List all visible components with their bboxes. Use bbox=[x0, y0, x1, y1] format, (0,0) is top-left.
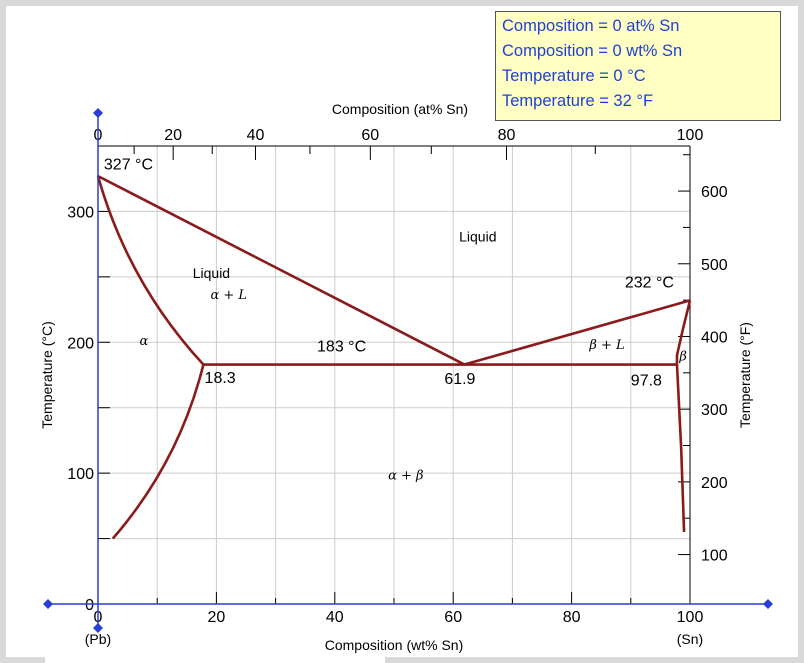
x-axis-title: Composition (wt% Sn) bbox=[325, 637, 464, 653]
y2-tick-label: 400 bbox=[701, 329, 728, 346]
region-label: 183 °C bbox=[317, 338, 366, 355]
y-tick-label: 300 bbox=[67, 204, 94, 221]
x2-tick-label: 80 bbox=[498, 127, 516, 144]
x2-axis-title: Composition (at% Sn) bbox=[332, 101, 468, 117]
region-label: α + L bbox=[210, 288, 247, 303]
y-tick-label: 100 bbox=[67, 466, 94, 483]
end-label-pb: (Pb) bbox=[85, 631, 111, 647]
region-label: β + L bbox=[588, 338, 624, 353]
x-tick-label: 40 bbox=[326, 609, 344, 626]
x-tick-label: 100 bbox=[677, 609, 704, 626]
readout-panel: Composition = 0 at% Sn Composition = 0 w… bbox=[495, 11, 781, 121]
x-tick-label: 80 bbox=[563, 609, 581, 626]
y-tick-label: 0 bbox=[85, 597, 94, 614]
phase-boundary-line bbox=[97, 174, 466, 366]
region-label: Liquid bbox=[193, 265, 230, 281]
readout-temperature-c: Temperature = 0 °C bbox=[502, 67, 646, 85]
readout-composition-wt: Composition = 0 wt% Sn bbox=[502, 42, 683, 60]
y2-tick-label: 200 bbox=[701, 475, 728, 492]
phase-boundary-line bbox=[96, 175, 205, 366]
region-label: 61.9 bbox=[444, 371, 475, 388]
region-label: 97.8 bbox=[631, 372, 662, 389]
x2-tick-label: 60 bbox=[361, 127, 379, 144]
y2-axis-title: Temperature (°F) bbox=[737, 322, 753, 428]
y2-tick-label: 600 bbox=[701, 184, 728, 201]
y-tick-label: 200 bbox=[67, 335, 94, 352]
y2-tick-label: 300 bbox=[701, 402, 728, 419]
region-label: 232 °C bbox=[625, 274, 674, 291]
cursor-handle[interactable] bbox=[93, 108, 103, 118]
y2-tick-label: 100 bbox=[701, 548, 728, 565]
x-tick-label: 60 bbox=[444, 609, 462, 626]
cursor-handle[interactable] bbox=[763, 599, 773, 609]
y2-tick-label: 500 bbox=[701, 257, 728, 274]
region-label: Liquid bbox=[459, 229, 496, 245]
region-label: α bbox=[139, 334, 148, 349]
readout-composition-at: Composition = 0 at% Sn bbox=[502, 17, 680, 35]
x2-tick-label: 40 bbox=[247, 127, 265, 144]
region-label: 327 °C bbox=[104, 157, 153, 174]
cursor-handle[interactable] bbox=[43, 599, 53, 609]
y-axis-title: Temperature (°C) bbox=[39, 321, 55, 429]
region-label: α + β bbox=[388, 469, 423, 484]
x-tick-label: 20 bbox=[208, 609, 226, 626]
cursor-handle[interactable] bbox=[93, 623, 103, 633]
x2-tick-label: 100 bbox=[677, 127, 704, 144]
bottom-strip bbox=[45, 656, 385, 663]
region-label: 18.3 bbox=[205, 370, 236, 387]
region-label: β bbox=[678, 350, 687, 365]
readout-temperature-f: Temperature = 32 °F bbox=[502, 92, 654, 110]
phase-boundary-line bbox=[111, 364, 205, 540]
phase-boundary-line bbox=[675, 300, 692, 365]
phase-boundary-line bbox=[464, 299, 691, 366]
end-label-sn: (Sn) bbox=[677, 631, 703, 647]
x2-tick-label: 20 bbox=[164, 127, 182, 144]
phase-boundary-line bbox=[675, 364, 686, 533]
